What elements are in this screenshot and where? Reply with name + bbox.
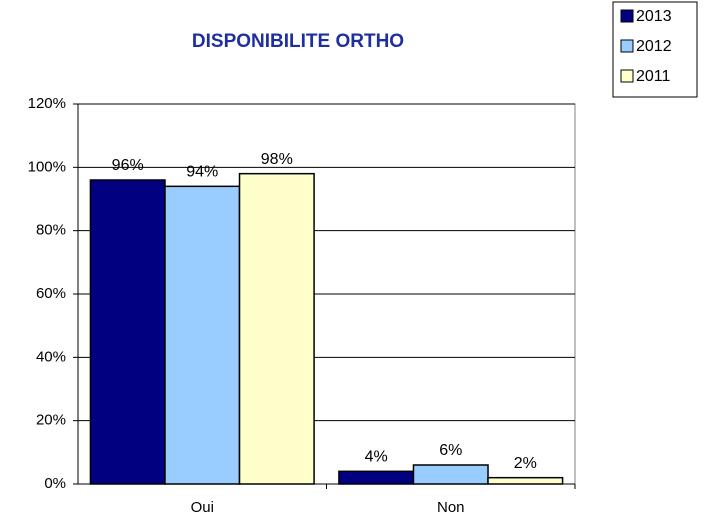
y-tick-label: 80% (36, 222, 66, 239)
legend-label: 2011 (636, 68, 671, 85)
x-tick-label: Non (437, 499, 465, 516)
value-label: 2% (514, 455, 537, 472)
legend-swatch (620, 9, 634, 23)
y-tick-label: 40% (36, 348, 66, 365)
bar (338, 470, 415, 485)
legend-label: 2012 (636, 38, 672, 55)
bar (89, 179, 166, 485)
value-label: 4% (365, 449, 388, 466)
bar (487, 476, 564, 485)
x-tick-label: Oui (191, 499, 214, 516)
y-tick-label: 60% (36, 285, 66, 302)
legend-label: 2013 (636, 8, 672, 25)
y-tick-label: 0% (44, 475, 66, 492)
y-tick-label: 20% (36, 412, 66, 429)
y-tick-label: 120% (28, 95, 66, 112)
legend-swatch (620, 69, 634, 83)
value-label: 94% (186, 164, 218, 181)
value-label: 6% (439, 442, 462, 459)
bar (164, 185, 241, 485)
value-label: 98% (261, 151, 293, 168)
legend-swatch (620, 39, 634, 53)
y-tick-label: 100% (28, 158, 66, 175)
bar (238, 172, 315, 485)
chart-title: DISPONIBILITE ORTHO (192, 31, 404, 52)
bar (412, 464, 489, 485)
value-label: 96% (112, 157, 144, 174)
